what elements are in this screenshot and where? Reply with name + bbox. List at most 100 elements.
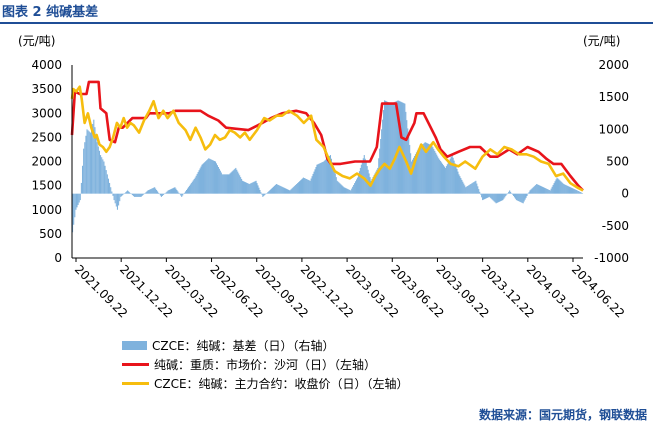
- basis-bar: [362, 158, 364, 194]
- basis-bar: [454, 163, 456, 194]
- basis-bar: [551, 186, 553, 194]
- basis-bar: [497, 193, 499, 203]
- basis-bar: [376, 169, 378, 194]
- basis-bar: [263, 193, 265, 196]
- basis-bar: [388, 102, 390, 194]
- basis-bar: [128, 192, 131, 194]
- basis-bar: [199, 168, 201, 194]
- basis-bar: [338, 182, 340, 194]
- basis-bar: [150, 189, 152, 194]
- basis-bar: [168, 189, 170, 194]
- basis-bar: [73, 193, 75, 225]
- basis-bar: [390, 103, 392, 194]
- basis-bar: [415, 152, 417, 194]
- basis-bar: [416, 150, 418, 194]
- basis-bar: [254, 181, 256, 194]
- basis-bar: [442, 165, 445, 194]
- basis-bar: [133, 193, 135, 197]
- basis-bar: [311, 176, 313, 194]
- basis-bar: [181, 193, 183, 197]
- basis-bar: [444, 167, 446, 194]
- basis-bar: [258, 187, 260, 194]
- basis-bar: [147, 190, 149, 194]
- basis-bar: [433, 149, 435, 194]
- basis-bar: [252, 182, 254, 194]
- basis-bar: [85, 135, 87, 194]
- basis-bar: [271, 187, 274, 194]
- basis-bar: [535, 184, 537, 194]
- basis-bar: [307, 179, 309, 194]
- basis-bar: [272, 186, 275, 194]
- left-tick-label: 2500: [31, 130, 62, 144]
- basis-bar: [542, 187, 545, 194]
- basis-bar: [77, 193, 79, 205]
- basis-bar: [175, 188, 177, 194]
- basis-bar: [577, 190, 579, 194]
- basis-bar: [480, 193, 482, 195]
- basis-bar: [488, 193, 490, 197]
- basis-bar: [302, 177, 304, 194]
- basis-bar: [103, 161, 105, 194]
- legend-label-futures: CZCE：纯碱：主力合约：收盘价（日）（左轴）: [154, 377, 409, 391]
- basis-bar: [500, 193, 502, 202]
- basis-bar: [576, 190, 578, 194]
- basis-bar: [309, 180, 311, 194]
- basis-bar: [501, 193, 503, 201]
- basis-bar: [234, 168, 236, 194]
- basis-bar: [403, 103, 405, 194]
- basis-bar: [285, 188, 287, 194]
- basis-bar: [475, 180, 477, 194]
- basis-bar: [534, 185, 536, 194]
- basis-bar: [131, 193, 133, 196]
- basis-bar: [217, 167, 219, 194]
- basis-bar: [216, 165, 218, 194]
- basis-bar: [427, 143, 429, 194]
- basis-bar: [326, 158, 328, 194]
- basis-bar: [214, 161, 217, 194]
- basis-bar: [294, 185, 296, 194]
- basis-bar: [550, 188, 552, 194]
- basis-bar: [463, 183, 465, 194]
- basis-bar: [78, 193, 80, 203]
- basis-bar: [186, 188, 189, 194]
- left-tick-label: 3000: [31, 106, 62, 120]
- basis-bar: [195, 175, 197, 194]
- basis-bar: [296, 184, 298, 194]
- basis-bar: [545, 188, 547, 194]
- basis-bar: [412, 157, 415, 194]
- basis-bar: [562, 183, 564, 194]
- basis-bar: [208, 158, 210, 194]
- basis-bar: [414, 154, 417, 194]
- basis-bar: [574, 189, 576, 194]
- basis-bar: [230, 172, 232, 194]
- basis-bar: [358, 171, 360, 194]
- basis-bar: [482, 193, 484, 201]
- basis-bar: [330, 158, 332, 194]
- basis-bar: [288, 189, 290, 194]
- basis-bar: [119, 193, 121, 202]
- basis-bar: [420, 145, 422, 194]
- basis-bar: [264, 193, 266, 196]
- basis-bar: [571, 188, 573, 194]
- basis-bar: [247, 183, 249, 194]
- basis-bar: [235, 167, 237, 194]
- basis-bar: [418, 147, 420, 194]
- basis-bar: [523, 193, 525, 202]
- basis-bar: [363, 155, 365, 194]
- basis-bar: [87, 130, 89, 194]
- basis-bar: [464, 185, 466, 194]
- basis-bar: [490, 193, 492, 199]
- left-tick-label: 500: [39, 227, 62, 241]
- basis-bar: [387, 102, 389, 194]
- basis-bar: [283, 187, 285, 194]
- basis-bar: [237, 171, 239, 194]
- basis-bar: [426, 143, 428, 194]
- basis-bar: [291, 188, 293, 194]
- basis-bar: [257, 185, 259, 194]
- basis-bar: [189, 184, 191, 194]
- basis-bar: [419, 146, 421, 194]
- basis-bar: [392, 102, 394, 194]
- basis-bar: [72, 193, 74, 233]
- basis-bar: [431, 145, 433, 194]
- basis-bar: [514, 193, 516, 199]
